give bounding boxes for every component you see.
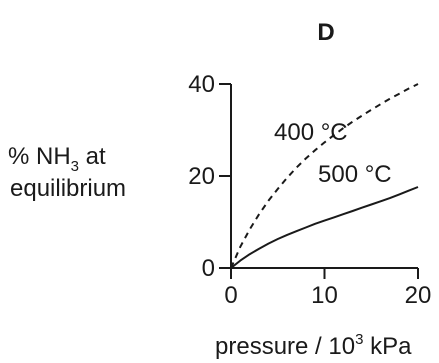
y-tick-label: 20 — [188, 163, 215, 190]
series-line-0 — [230, 83, 419, 269]
x-axis-label-prefix: pressure / 10 — [215, 333, 355, 360]
x-axis-label-superscript: 3 — [355, 331, 363, 348]
x-tick-label: 0 — [224, 282, 237, 309]
y-axis-label-prefix: % NH — [8, 143, 71, 170]
series-lines — [230, 83, 419, 269]
x-tick-label: 10 — [311, 282, 338, 309]
y-axis-label-line2: equilibrium — [10, 175, 126, 202]
y-tick-label: 0 — [202, 255, 215, 282]
chart-title: D — [317, 19, 334, 46]
x-axis-label: pressure / 103 kPa — [215, 331, 412, 360]
y-axis-label-subscript: 3 — [71, 158, 79, 175]
y-axis-label-suffix: at — [79, 143, 106, 170]
x-tick-label: 20 — [405, 282, 432, 309]
y-tick-label: 40 — [188, 71, 215, 98]
series-line-1 — [230, 186, 419, 269]
y-axis-label-line1: % NH3 at — [8, 143, 106, 175]
ticks: 0 20 40 0 10 20 — [188, 71, 431, 309]
series-label-500: 500 °C — [318, 161, 392, 188]
series-label-400: 400 °C — [274, 119, 348, 146]
x-axis-label-suffix: kPa — [363, 333, 412, 360]
